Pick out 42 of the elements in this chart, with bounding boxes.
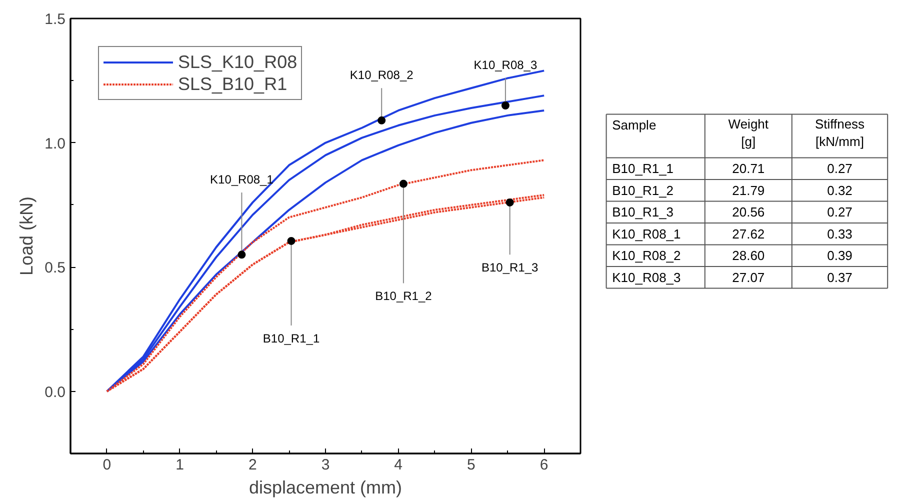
text: 0.27 [827,204,852,220]
text: 0.32 [827,182,852,198]
text: 20.71 [732,161,765,176]
x-tick-label: 3 [321,456,330,474]
y-tick-label: 0.0 [44,384,66,401]
x-tick-label: 5 [467,456,476,474]
text: 27.62 [732,226,765,242]
text: Weight [g] [728,116,769,149]
text: B10_R1_1 [612,161,674,176]
text: K10_R08_2 [612,248,681,264]
text: 0.39 [827,248,852,264]
x-tick-label: 0 [102,456,112,474]
x-tick-label: 2 [248,456,257,474]
text: 28.60 [732,248,765,264]
annotation: B10_R1_2 [375,289,432,304]
text: B10_R1_2 [612,182,674,198]
annotation: B10_R1_1 [262,331,320,346]
text: 0.27 [827,161,852,176]
text: K10_R08_1 [612,226,681,242]
text: Stiffness [kN/mm] [814,116,866,149]
annotation: K10_R08_2 [350,68,414,82]
annotation: B10_R1_3 [481,260,539,275]
text: 21.79 [732,182,765,198]
annotation: K10_R08_1 [210,172,274,186]
x-tick-label: 6 [540,456,548,474]
text: Sample [612,118,656,133]
y-tick-label: 1.5 [44,11,66,28]
legend-label: SLS_K10_R08 [178,51,298,73]
text: 20.56 [732,204,765,220]
x-axis-title: displacement (mm) [248,478,402,498]
text: 27.07 [732,270,765,285]
x-tick-label: 4 [394,456,403,474]
text: B10_R1_3 [612,204,674,220]
y-axis-title: Load (kN) [16,196,37,276]
text: 0.33 [827,226,852,242]
x-tick-label: 1 [176,456,184,474]
y-tick-label: 1.0 [44,135,66,152]
text: K10_R08_3 [612,270,681,285]
text: 0.37 [827,270,852,285]
legend-label: SLS_B10_R1 [178,73,288,95]
y-tick-label: 0.5 [44,260,66,277]
annotation: K10_R08_3 [474,58,538,72]
